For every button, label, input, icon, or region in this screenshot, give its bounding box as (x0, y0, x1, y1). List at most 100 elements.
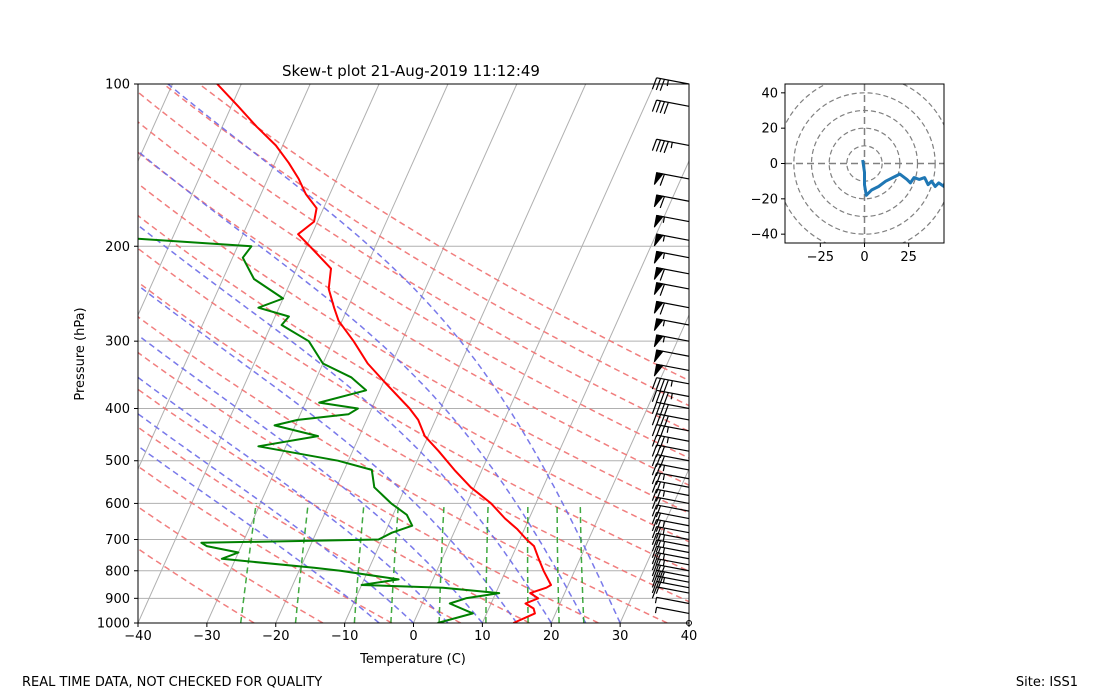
hodo-y-tick-label: 0 (770, 157, 778, 172)
x-tick-label: 10 (474, 629, 491, 644)
wind-barbs (651, 77, 692, 626)
hodo-x-tick-label: 25 (900, 250, 917, 265)
y-tick-label: 700 (105, 533, 130, 548)
y-axis-label: Pressure (hPa) (73, 307, 88, 400)
hodograph-axes: −25 0 25 40 20 0 −20 −40 (751, 86, 917, 265)
barb-staff (656, 389, 690, 398)
wind-barb (653, 300, 690, 315)
wind-barb (651, 138, 690, 154)
barb-flag (659, 284, 666, 296)
wind-barb (651, 424, 690, 438)
barb-staff (656, 580, 690, 589)
x-tick-label: −20 (262, 629, 289, 644)
barb-flag (651, 480, 658, 493)
barb-flag (659, 378, 666, 391)
wind-barb (653, 267, 690, 281)
barb-flag (651, 581, 658, 594)
barb-halfflag (662, 482, 666, 489)
barb-halfflag (662, 216, 666, 223)
barb-flag (655, 565, 662, 577)
barb-flag (659, 425, 666, 438)
wind-barb (686, 620, 692, 626)
y-tick-label: 500 (105, 454, 130, 469)
barb-halfflag (662, 473, 666, 481)
barb-flag (659, 436, 666, 449)
barb-flag (659, 196, 666, 209)
barb-flag (655, 570, 662, 583)
isotherm (206, 84, 449, 623)
barb-flag (655, 390, 662, 403)
x-tick-label: 30 (612, 629, 629, 644)
mixing-ratio-line (353, 503, 365, 623)
moist-adiabat (138, 376, 449, 623)
x-tick-label: −30 (193, 629, 220, 644)
barb-staff (656, 525, 690, 534)
barb-pennant (653, 282, 664, 295)
dry-adiabat (163, 84, 689, 407)
barb-flag (655, 378, 662, 391)
wind-barb (653, 318, 690, 331)
barb-flag (651, 586, 658, 599)
mixing-ratio-line (390, 503, 400, 623)
wind-barb (651, 580, 690, 594)
moist-adiabat (138, 334, 483, 623)
temperature-profile (216, 84, 552, 623)
dry-adiabat (138, 351, 599, 623)
barb-flag (651, 454, 658, 467)
y-tick-label: 200 (105, 240, 130, 255)
barb-halfflag (662, 560, 666, 567)
barb-flag (651, 575, 658, 588)
hodo-x-tick-label: −25 (807, 250, 834, 265)
barb-flag (651, 526, 658, 539)
wind-barb (651, 463, 690, 477)
barb-halfflag (670, 393, 673, 400)
barb-flag (651, 434, 658, 447)
hodo-x-tick-label: 0 (860, 250, 868, 265)
barb-pennant (653, 349, 664, 363)
moist-adiabat (167, 84, 621, 623)
wind-barb (651, 389, 690, 405)
barb-staff (656, 488, 690, 497)
barb-flag (659, 403, 666, 416)
barb-flag (655, 402, 662, 415)
barb-flag (651, 504, 658, 517)
barb-flag (655, 497, 662, 510)
barb-flag (655, 527, 662, 539)
wind-barb (651, 539, 690, 553)
barb-staff (656, 471, 690, 480)
barb-pennant (653, 267, 664, 280)
wind-barb (651, 496, 690, 510)
barb-staff (656, 453, 690, 462)
barb-flag (651, 99, 658, 112)
y-tick-label: 800 (105, 564, 130, 579)
barb-flag (655, 464, 662, 477)
barb-flag (659, 140, 666, 153)
mixing-ratio-line (526, 503, 529, 623)
skewt-profiles (138, 84, 552, 623)
wind-barb (653, 349, 690, 363)
barb-staff (656, 463, 690, 471)
dry-adiabat (138, 151, 689, 487)
y-tick-label: 600 (105, 497, 130, 512)
barb-flag (655, 455, 662, 467)
barb-flag (655, 425, 662, 438)
barb-pennant (653, 172, 664, 185)
barb-flag (659, 101, 666, 114)
hodo-y-tick-label: −20 (751, 192, 778, 207)
barb-flag (655, 435, 662, 448)
calm-circle (686, 620, 692, 626)
barb-flag (651, 377, 658, 390)
barb-halfflag (666, 426, 669, 433)
barb-flag (651, 489, 658, 501)
barb-flag (659, 79, 666, 91)
barb-pennant (653, 214, 664, 228)
barb-flag (651, 402, 658, 414)
barb-staff (656, 586, 690, 594)
moist-adiabat (138, 224, 552, 623)
dry-adiabat (138, 214, 689, 543)
isotherm (138, 84, 242, 317)
barb-flag (651, 558, 658, 571)
dry-adiabat (138, 182, 689, 514)
barb-staff (656, 424, 690, 432)
